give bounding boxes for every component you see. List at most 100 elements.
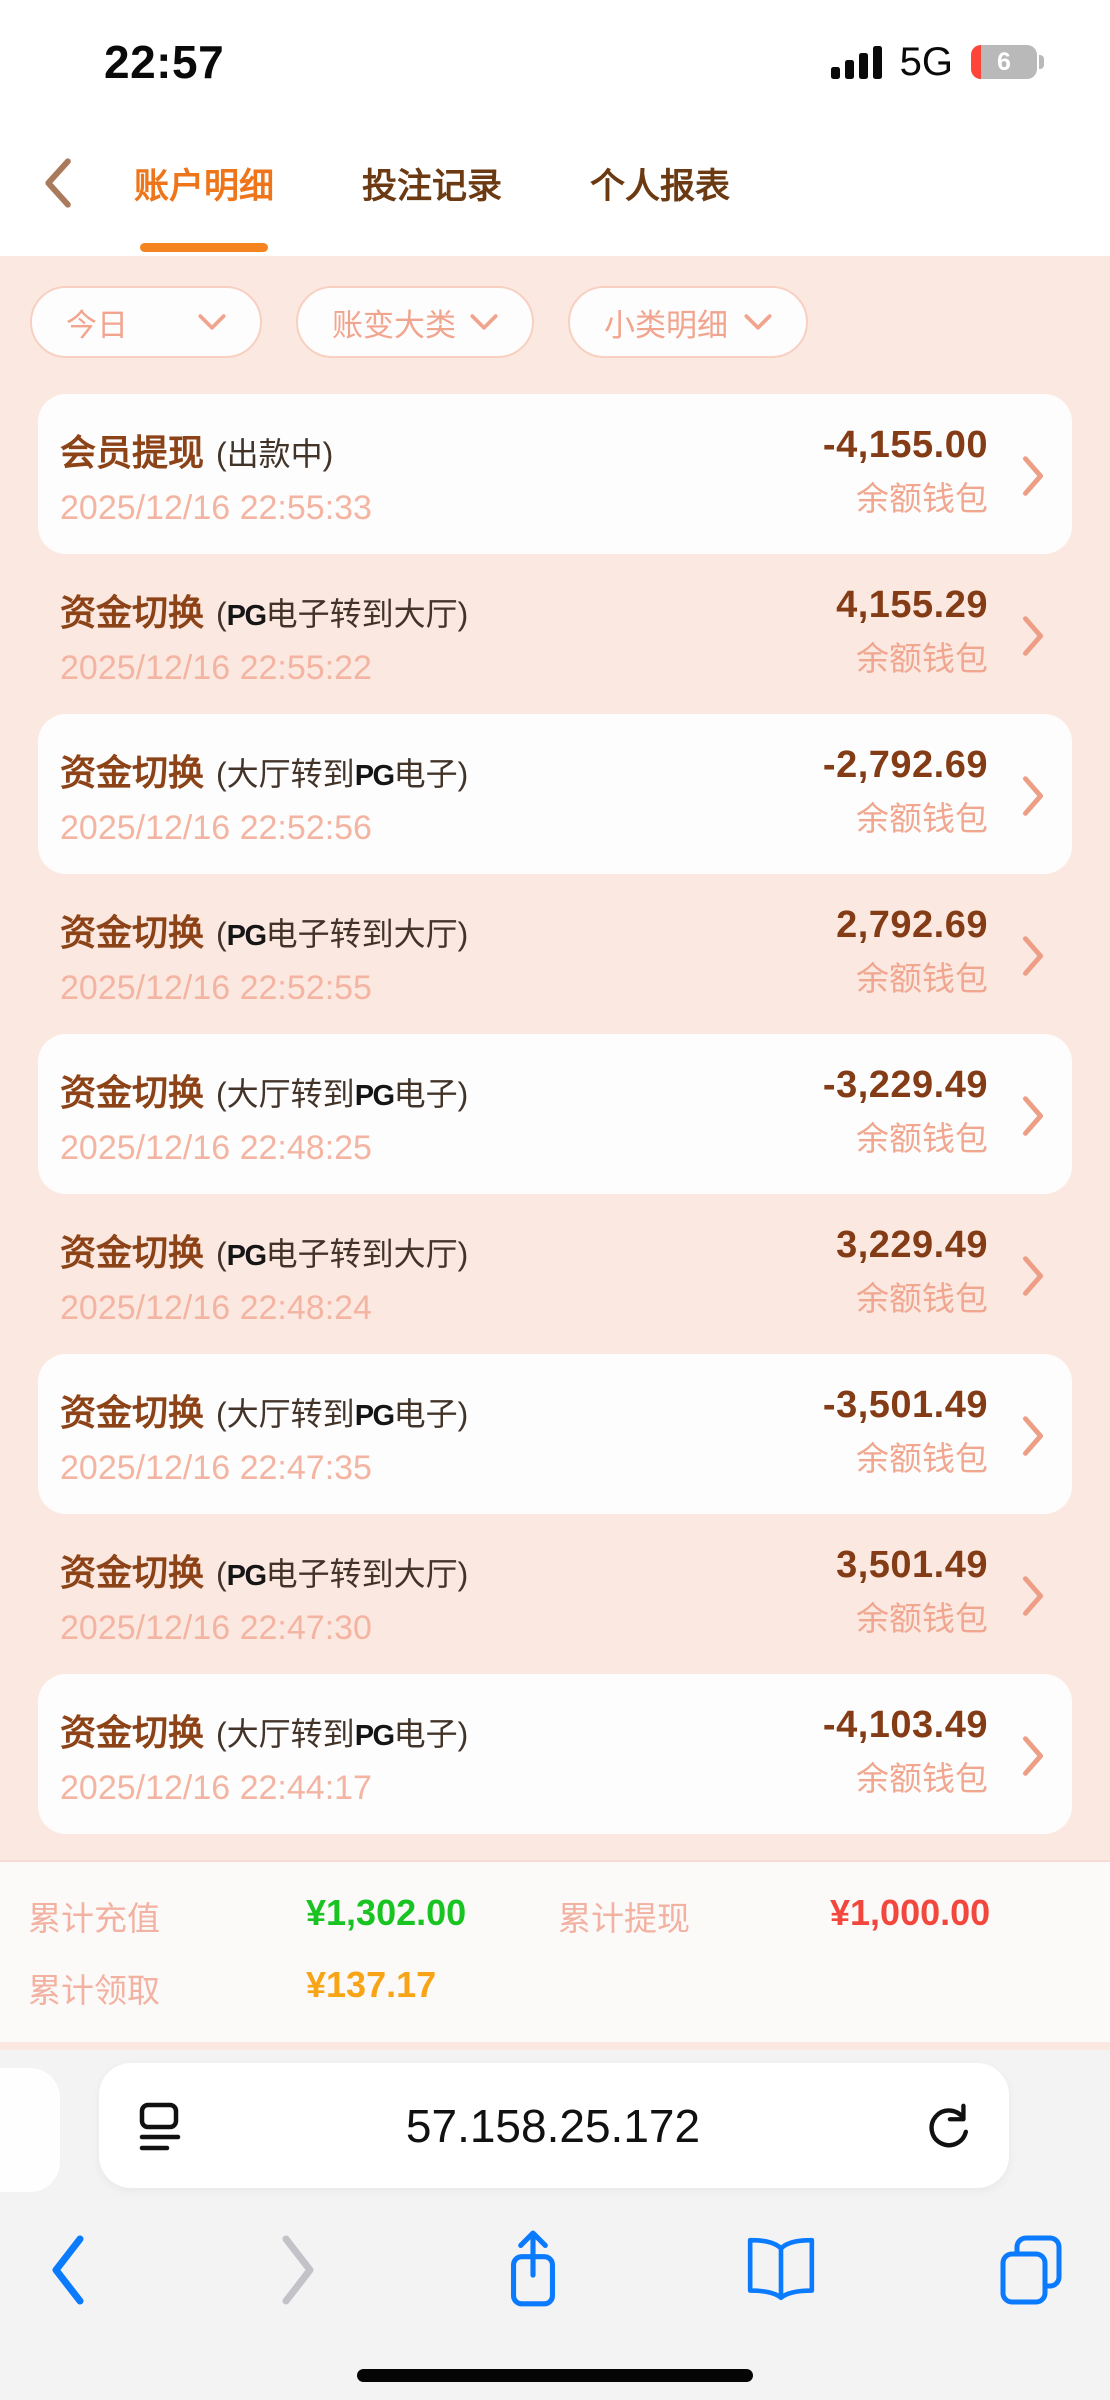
chevron-right-icon [282, 2235, 314, 2305]
pg-brand-logo: PG [354, 1080, 395, 1112]
transaction-detail: (大厅转到PG电子) [216, 1396, 469, 1432]
transaction-row[interactable]: 资金切换 (PG电子转到大厅) 2025/12/16 22:48:24 3,22… [0, 1194, 1110, 1354]
transaction-row[interactable]: 会员提现 (出款中) 2025/12/16 22:55:33 -4,155.00… [38, 394, 1072, 554]
back-button[interactable] [40, 158, 80, 208]
filter-label: 账变大类 [332, 307, 456, 343]
tab-label: 投注记录 [362, 166, 503, 206]
filter-subcategory-dropdown[interactable]: 小类明细 [568, 286, 808, 358]
filter-date-dropdown[interactable]: 今日 [30, 286, 262, 358]
transaction-wallet: 余额钱包 [856, 1280, 988, 1317]
chevron-down-icon [470, 313, 498, 330]
transaction-row[interactable]: 资金切换 (大厅转到PG电子) 2025/12/16 22:47:35 -3,5… [38, 1354, 1072, 1514]
transaction-info: 会员提现 (出款中) 2025/12/16 22:55:33 [60, 424, 823, 528]
transaction-amount: 2,792.69 [836, 904, 988, 946]
page-settings-button[interactable] [133, 2097, 185, 2155]
url-text[interactable]: 57.158.25.172 [405, 2099, 701, 2152]
chevron-left-icon [52, 2235, 84, 2305]
transaction-values: 3,501.49 余额钱包 [836, 1544, 988, 1648]
reload-button[interactable] [921, 2098, 975, 2154]
home-indicator[interactable] [357, 2369, 753, 2382]
transaction-info: 资金切换 (PG电子转到大厅) 2025/12/16 22:52:55 [60, 904, 836, 1008]
browser-toolbar [0, 2222, 1110, 2318]
transaction-timestamp: 2025/12/16 22:55:22 [60, 649, 372, 687]
pg-brand-logo: PG [226, 1240, 267, 1272]
transaction-values: -4,155.00 余额钱包 [823, 424, 988, 528]
chevron-right-icon [1020, 904, 1046, 1008]
tabs-button[interactable] [996, 2231, 1066, 2309]
transaction-row[interactable]: 资金切换 (大厅转到PG电子) 2025/12/16 22:44:17 -4,1… [38, 1674, 1072, 1834]
transaction-timestamp: 2025/12/16 22:47:35 [60, 1449, 372, 1487]
tab-label: 个人报表 [590, 166, 731, 206]
transaction-values: -3,229.49 余额钱包 [823, 1064, 988, 1168]
filter-category-dropdown[interactable]: 账变大类 [296, 286, 534, 358]
transaction-info: 资金切换 (大厅转到PG电子) 2025/12/16 22:47:35 [60, 1384, 823, 1488]
signal-strength-icon [830, 45, 882, 79]
browser-back-button[interactable] [44, 2231, 94, 2309]
status-bar: 22:57 5G 6 [0, 0, 1110, 110]
page-content: 今日 账变大类 小类明细 会员提现 (出款中) 2025/12/16 22:55… [0, 256, 1110, 2050]
chevron-down-icon [198, 313, 226, 330]
transaction-values: 3,229.49 余额钱包 [836, 1224, 988, 1328]
transaction-amount: -3,229.49 [822, 1064, 988, 1106]
adjacent-tab-preview[interactable] [0, 2068, 60, 2192]
browser-forward-button[interactable] [272, 2231, 322, 2309]
transaction-list: 会员提现 (出款中) 2025/12/16 22:55:33 -4,155.00… [0, 394, 1110, 1834]
filter-label: 小类明细 [604, 307, 728, 343]
address-bar[interactable]: 57.158.25.172 [99, 2063, 1009, 2188]
transaction-type: 资金切换 [60, 1552, 205, 1593]
transaction-wallet: 余额钱包 [856, 800, 988, 837]
transaction-amount: 3,229.49 [836, 1224, 988, 1266]
transaction-amount: 4,155.29 [836, 584, 988, 626]
transaction-detail: (大厅转到PG电子) [216, 756, 469, 792]
transaction-info: 资金切换 (PG电子转到大厅) 2025/12/16 22:48:24 [60, 1224, 836, 1328]
tab-personal-report[interactable]: 个人报表 [590, 110, 730, 256]
share-button[interactable] [500, 2228, 566, 2312]
transaction-detail: (PG电子转到大厅) [216, 1236, 469, 1272]
total-claim-value: ¥137.17 [306, 1964, 437, 2005]
transaction-row[interactable]: 资金切换 (大厅转到PG电子) 2025/12/16 22:52:56 -2,7… [38, 714, 1072, 874]
transaction-row[interactable]: 资金切换 (大厅转到PG电子) 2025/12/16 22:48:25 -3,2… [38, 1034, 1072, 1194]
transaction-timestamp: 2025/12/16 22:55:33 [60, 489, 372, 527]
transaction-amount: -3,501.49 [822, 1384, 988, 1426]
pg-brand-logo: PG [354, 1400, 395, 1432]
network-type: 5G [899, 39, 953, 84]
chevron-right-icon [1020, 744, 1046, 848]
share-icon [510, 2230, 556, 2307]
transaction-detail: (大厅转到PG电子) [216, 1076, 469, 1112]
active-tab-indicator [140, 243, 268, 252]
transaction-wallet: 余额钱包 [856, 960, 988, 997]
transaction-values: 4,155.29 余额钱包 [836, 584, 988, 688]
transaction-info: 资金切换 (大厅转到PG电子) 2025/12/16 22:44:17 [60, 1704, 823, 1808]
total-claim-label: 累计领取 [28, 1972, 160, 2009]
transaction-row[interactable]: 资金切换 (PG电子转到大厅) 2025/12/16 22:47:30 3,50… [0, 1514, 1110, 1674]
clock: 22:57 [104, 36, 225, 88]
total-withdraw-label: 累计提现 [558, 1900, 690, 1937]
tab-bet-records[interactable]: 投注记录 [362, 110, 502, 256]
transaction-amount: -2,792.69 [822, 744, 988, 786]
chevron-right-icon [1020, 1544, 1046, 1648]
transaction-values: -4,103.49 余额钱包 [823, 1704, 988, 1808]
transaction-amount: 3,501.49 [836, 1544, 988, 1586]
transaction-type: 资金切换 [60, 1232, 205, 1273]
transaction-row[interactable]: 资金切换 (PG电子转到大厅) 2025/12/16 22:52:55 2,79… [0, 874, 1110, 1034]
transaction-detail: (PG电子转到大厅) [216, 916, 469, 952]
transaction-timestamp: 2025/12/16 22:44:17 [60, 1769, 372, 1807]
transaction-detail: (出款中) [216, 436, 334, 472]
chevron-right-icon [1020, 1064, 1046, 1168]
bookmarks-button[interactable] [744, 2235, 818, 2305]
transaction-wallet: 余额钱包 [856, 1440, 988, 1477]
chevron-left-icon [45, 158, 71, 208]
tab-account-details[interactable]: 账户明细 [134, 110, 274, 256]
transaction-wallet: 余额钱包 [856, 640, 988, 677]
transaction-timestamp: 2025/12/16 22:48:24 [60, 1289, 372, 1327]
chevron-right-icon [1020, 1704, 1046, 1808]
transaction-detail: (PG电子转到大厅) [216, 596, 469, 632]
transaction-row[interactable]: 资金切换 (PG电子转到大厅) 2025/12/16 22:55:22 4,15… [0, 554, 1110, 714]
chevron-right-icon [1020, 1224, 1046, 1328]
transaction-values: -3,501.49 余额钱包 [823, 1384, 988, 1488]
transaction-wallet: 余额钱包 [856, 1120, 988, 1157]
transaction-info: 资金切换 (大厅转到PG电子) 2025/12/16 22:52:56 [60, 744, 823, 848]
total-recharge-label: 累计充值 [28, 1900, 160, 1937]
browser-chrome: 57.158.25.172 [0, 2050, 1110, 2400]
